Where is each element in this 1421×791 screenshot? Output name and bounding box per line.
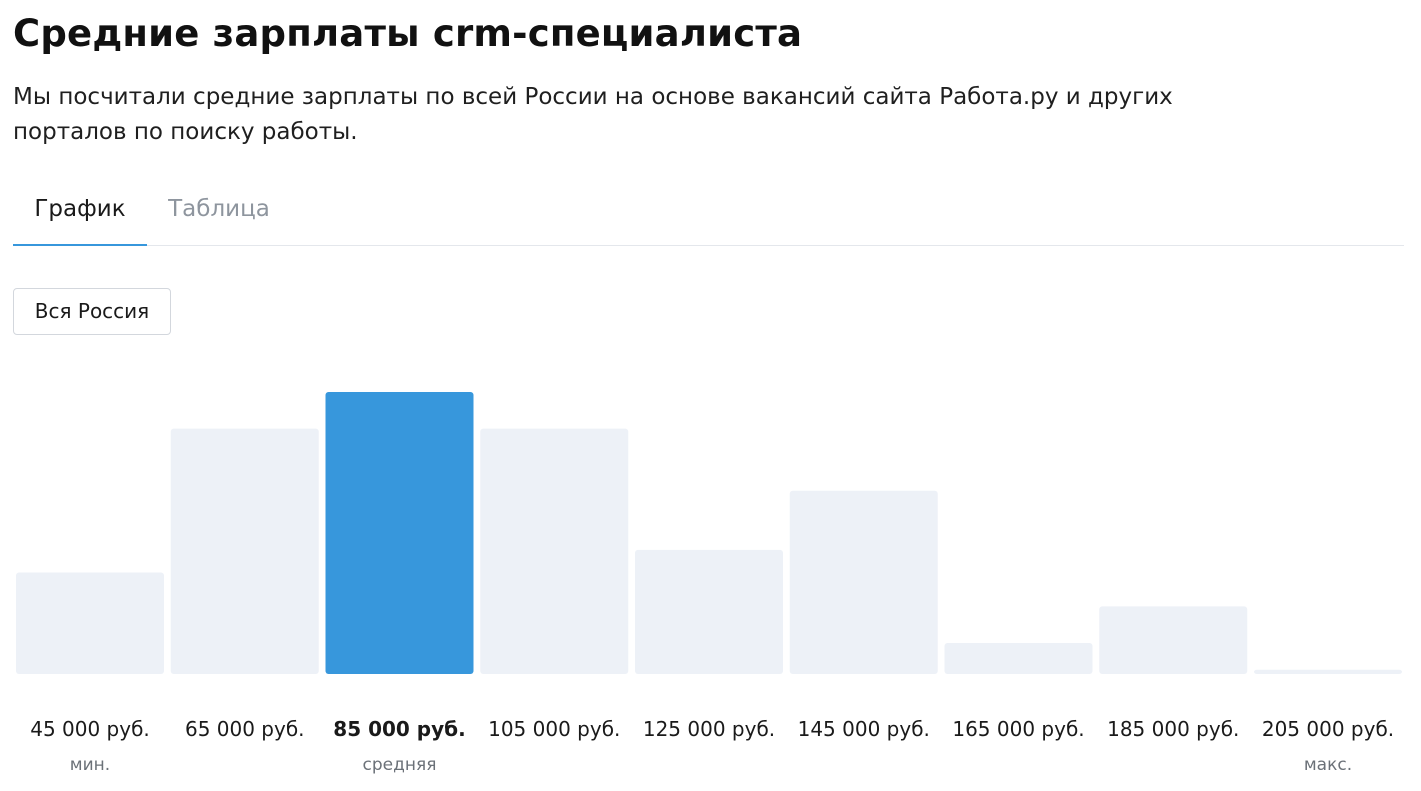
category-label-5: 145 000 руб. bbox=[798, 717, 930, 741]
bar-5[interactable] bbox=[789, 490, 938, 674]
bar-4[interactable] bbox=[635, 549, 783, 674]
category-label-4: 125 000 руб. bbox=[643, 717, 775, 741]
bar-1[interactable] bbox=[170, 428, 319, 674]
category-label-0: 45 000 руб. bbox=[30, 717, 150, 741]
page-intro: Мы посчитали средние зарплаты по всей Ро… bbox=[13, 84, 1173, 145]
category-sublabel-8: макс. bbox=[1304, 755, 1352, 775]
bar-7[interactable] bbox=[1099, 606, 1248, 674]
bar-6[interactable] bbox=[944, 642, 1093, 674]
category-sublabel-0: мин. bbox=[70, 755, 110, 775]
region-select-button[interactable]: Вся Россия bbox=[13, 288, 171, 335]
category-label-6: 165 000 руб. bbox=[952, 717, 1084, 741]
category-label-3: 105 000 руб. bbox=[488, 717, 620, 741]
tab-table[interactable]: Таблица bbox=[168, 196, 270, 222]
bar-8[interactable] bbox=[1254, 669, 1402, 674]
bar-3[interactable] bbox=[480, 428, 629, 674]
page-title: Средние зарплаты crm-специалиста bbox=[13, 12, 803, 55]
tab-chart[interactable]: График bbox=[13, 180, 147, 246]
category-sublabel-2: средняя bbox=[363, 755, 437, 775]
category-label-1: 65 000 руб. bbox=[185, 717, 305, 741]
category-label-7: 185 000 руб. bbox=[1107, 717, 1239, 741]
bar-2[interactable] bbox=[325, 392, 474, 674]
category-label-2: 85 000 руб. bbox=[333, 717, 465, 741]
bar-0[interactable] bbox=[16, 572, 164, 674]
tab-bar: График Таблица bbox=[13, 180, 1404, 246]
salary-chart: 45 000 руб. мин. 65 000 руб. 85 000 руб. сре… bbox=[16, 392, 1402, 775]
category-label-8: 205 000 руб. bbox=[1262, 717, 1394, 741]
